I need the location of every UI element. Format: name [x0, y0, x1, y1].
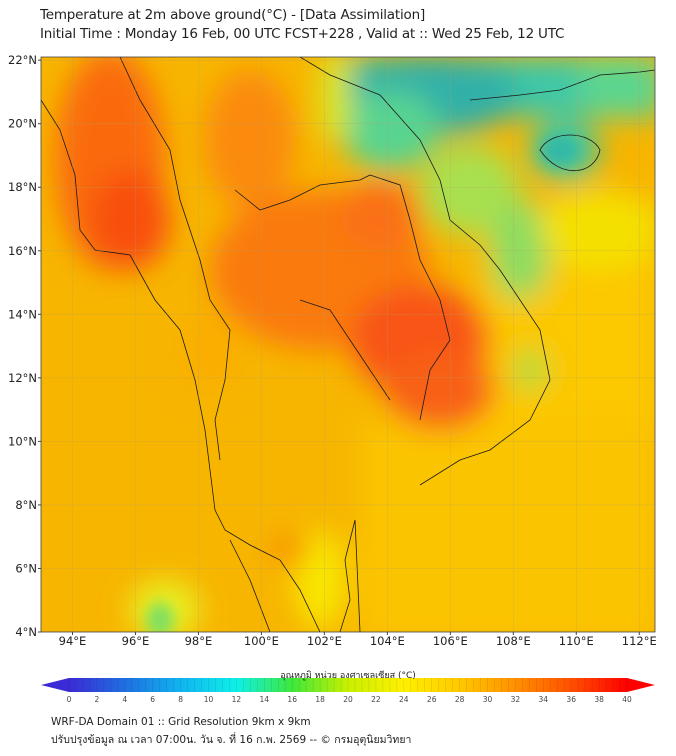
lon-tick-label: 102°E — [307, 634, 342, 648]
temperature-field — [41, 57, 655, 632]
colorbar-tick-label: 26 — [427, 695, 437, 704]
colorbar-tick-label: 32 — [511, 695, 521, 704]
colorbar-tick-label: 6 — [150, 695, 155, 704]
colorbar-min-extension — [41, 678, 69, 692]
lat-tick-label: 18°N — [8, 180, 37, 194]
chart-subtitle: Initial Time : Monday 16 Feb, 00 UTC FCS… — [40, 26, 565, 42]
colorbar-tick-label: 28 — [455, 695, 465, 704]
colorbar-tick-label: 12 — [232, 695, 242, 704]
lat-tick-label: 8°N — [15, 498, 37, 512]
colorbar-tick-label: 24 — [399, 695, 409, 704]
lon-tick-label: 112°E — [622, 634, 657, 648]
lat-tick-label: 10°N — [8, 434, 37, 448]
colorbar-tick-label: 18 — [315, 695, 325, 704]
colorbar-tick-label: 14 — [260, 695, 270, 704]
lat-tick-label: 20°N — [8, 117, 37, 131]
colorbar-tick-label: 4 — [122, 695, 127, 704]
footer-model-info: WRF-DA Domain 01 :: Grid Resolution 9km … — [51, 716, 311, 728]
lat-tick-label: 4°N — [15, 625, 37, 639]
lon-tick-label: 106°E — [433, 634, 468, 648]
colorbar-tick-label: 40 — [622, 695, 632, 704]
colorbar: 0 2 4 6 8 10 12 14 16 18 20 22 24 26 28 30 32 34 36 38 40 — [41, 678, 655, 704]
colorbar-tick-label: 16 — [287, 695, 297, 704]
country-borders — [41, 57, 655, 632]
colorbar-tick-label: 8 — [178, 695, 183, 704]
colorbar-tick-label: 22 — [371, 695, 381, 704]
lon-tick-label: 94°E — [59, 634, 87, 648]
lon-tick-label: 104°E — [370, 634, 405, 648]
map-frame — [40, 56, 656, 633]
lat-tick-label: 6°N — [15, 561, 37, 575]
colorbar-tick-label: 30 — [483, 695, 493, 704]
lat-tick-label: 12°N — [8, 371, 37, 385]
gridlines — [41, 57, 655, 632]
colorbar-tick-label: 34 — [539, 695, 549, 704]
chart-title: Temperature at 2m above ground(°C) - [Da… — [40, 7, 426, 23]
colorbar-tick-label: 36 — [566, 695, 576, 704]
colorbar-tick-label: 20 — [343, 695, 353, 704]
lon-tick-label: 100°E — [244, 634, 279, 648]
colorbar-gradient — [69, 678, 627, 692]
lon-tick-label: 96°E — [122, 634, 150, 648]
lat-tick-label: 16°N — [8, 244, 37, 258]
lon-tick-label: 110°E — [559, 634, 594, 648]
colorbar-max-extension — [627, 678, 655, 692]
colorbar-label: อุณหภูมิ หน่วย องศาเซลเซียส (°C) — [280, 671, 416, 681]
colorbar-tick-label: 38 — [594, 695, 604, 704]
lat-tick-label: 22°N — [8, 53, 37, 67]
colorbar-tick-label: 0 — [67, 695, 72, 704]
colorbar-tick-label: 10 — [204, 695, 214, 704]
lon-tick-label: 98°E — [185, 634, 213, 648]
lat-tick-label: 14°N — [8, 307, 37, 321]
footer-update-info: ปรับปรุงข้อมูล ณ เวลา 07:00น. วัน จ. ที่… — [51, 734, 412, 746]
colorbar-tick-label: 2 — [95, 695, 100, 704]
lon-tick-label: 108°E — [496, 634, 531, 648]
